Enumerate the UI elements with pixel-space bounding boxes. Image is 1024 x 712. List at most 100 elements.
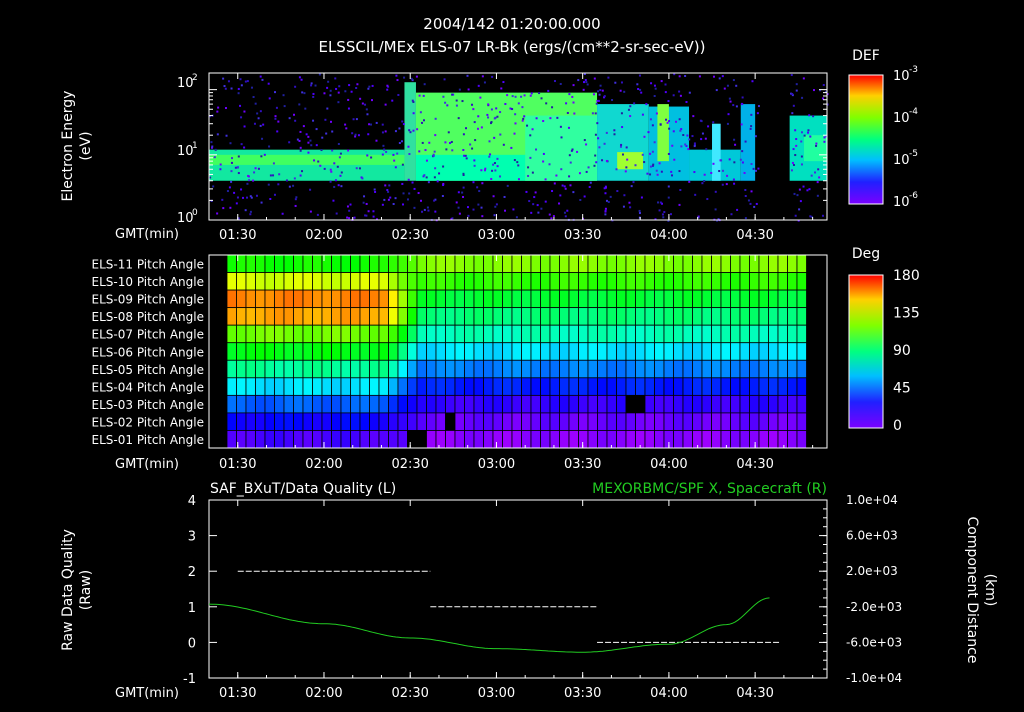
noise-point [472, 108, 475, 111]
noise-point [299, 146, 302, 149]
noise-point [725, 183, 728, 186]
noise-point [326, 86, 329, 89]
pitch-cell [236, 289, 247, 309]
noise-point [381, 131, 384, 134]
noise-point [626, 158, 629, 161]
noise-point [735, 84, 738, 87]
time-tick-label: 03:30 [564, 228, 601, 243]
pitch-cell [302, 289, 313, 309]
noise-point [396, 79, 399, 82]
noise-point [641, 113, 644, 116]
noise-point [421, 141, 424, 144]
pitch-cell [388, 359, 399, 379]
pitch-cell [302, 324, 313, 344]
noise-point [361, 102, 364, 105]
pitch-cell [568, 272, 579, 291]
pitch-cell [739, 324, 750, 344]
pitch-cell [673, 430, 684, 449]
noise-point [615, 168, 618, 171]
pitch-cell [768, 430, 779, 449]
noise-point [463, 154, 466, 157]
pitch-colorbar-label: 90 [893, 343, 911, 359]
spf-x-series-line [208, 597, 770, 653]
pitch-cell [549, 307, 560, 326]
pitch-cell [293, 324, 304, 344]
pitch-cell [616, 377, 627, 396]
pitch-cell [312, 289, 323, 309]
noise-point [502, 81, 505, 84]
left-tick-label: 3 [188, 530, 196, 545]
noise-point [547, 89, 550, 92]
noise-point [755, 202, 758, 205]
noise-point [630, 185, 633, 188]
pitch-cell [673, 342, 684, 361]
pitch-row-label: ELS-05 Pitch Angle [92, 363, 204, 377]
noise-point [391, 99, 394, 102]
pitch-cell [730, 430, 741, 449]
noise-point [564, 187, 567, 190]
pitch-cell [787, 324, 798, 344]
noise-point [529, 134, 532, 137]
noise-point [469, 143, 472, 146]
noise-point [619, 89, 622, 92]
noise-point [613, 129, 616, 132]
noise-point [409, 131, 412, 134]
noise-point [651, 150, 654, 153]
def-colorbar-title: DEF [852, 48, 880, 64]
noise-point [260, 155, 263, 158]
noise-point [426, 206, 429, 209]
pitch-cell [378, 394, 389, 414]
noise-point [267, 82, 270, 85]
noise-point [434, 134, 437, 137]
noise-point [314, 84, 317, 87]
noise-point [408, 192, 411, 195]
noise-point [340, 171, 343, 174]
noise-point [550, 217, 553, 220]
pitch-row-label: ELS-07 Pitch Angle [92, 328, 204, 342]
pitch-cell [464, 272, 475, 291]
noise-point [331, 149, 334, 152]
noise-point [751, 80, 754, 83]
noise-point [744, 140, 747, 143]
pitch-cell [511, 324, 522, 344]
noise-point [629, 115, 632, 118]
pitch-cell [236, 394, 247, 414]
noise-point [466, 74, 469, 77]
ytick-1-base: 10 [177, 211, 194, 226]
pitch-cell [388, 412, 399, 431]
pitch-cell [673, 254, 684, 273]
noise-point [625, 146, 628, 149]
noise-point [605, 131, 608, 134]
noise-point [315, 128, 318, 131]
noise-point [457, 117, 460, 120]
pitch-cell [559, 307, 570, 326]
pitch-cell [692, 289, 703, 309]
pitch-cell [720, 324, 731, 344]
noise-point [684, 143, 687, 146]
pitch-cell [426, 430, 437, 449]
noise-point [309, 139, 312, 142]
pitch-cell [473, 394, 484, 414]
pitch-cell [388, 394, 399, 414]
noise-point [795, 138, 798, 141]
pitch-cell [435, 394, 446, 414]
pitch-cell [350, 289, 361, 309]
noise-point [333, 185, 336, 188]
noise-point [477, 115, 480, 118]
noise-point [464, 154, 467, 157]
noise-point [260, 201, 263, 204]
pitch-cell [369, 324, 380, 344]
pitch-cell [445, 324, 456, 344]
noise-point [455, 201, 458, 204]
noise-point [595, 161, 598, 164]
pitch-cell [701, 254, 712, 273]
spectrogram-ylabel-line2: (eV) [78, 131, 94, 160]
noise-point [285, 179, 288, 182]
noise-point [826, 93, 829, 96]
pitch-cell [454, 412, 465, 431]
pitch-cell [606, 272, 617, 291]
pitch-cell [720, 254, 731, 273]
noise-point [442, 165, 445, 168]
pitch-cell [388, 254, 399, 273]
noise-point [418, 150, 421, 153]
